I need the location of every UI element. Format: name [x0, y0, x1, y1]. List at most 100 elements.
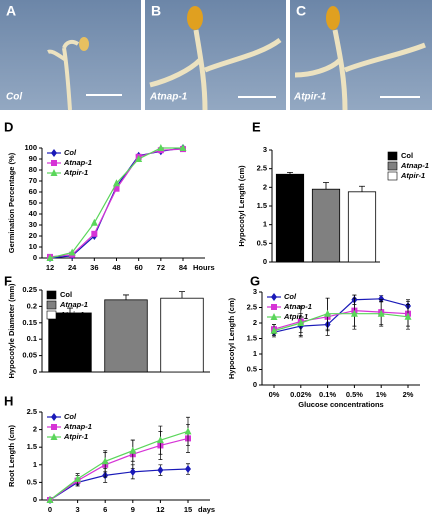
x-tick-label: 12	[156, 505, 164, 514]
y-tick-label: 2.5	[257, 164, 267, 173]
error-bar	[179, 291, 185, 299]
marker	[156, 436, 164, 444]
marker	[184, 427, 192, 435]
marker	[129, 467, 136, 476]
y-tick-label: 10	[29, 242, 37, 251]
x-tick-label: 1%	[376, 390, 387, 399]
bar	[104, 299, 148, 373]
photo-caption: Atpir-1	[293, 92, 327, 103]
legend-marker	[271, 293, 277, 301]
y-tick-label: 1	[33, 460, 37, 469]
y-axis-label: Hypocotyl Length (cm)	[237, 165, 246, 247]
legend-label: Col	[64, 412, 77, 421]
legend-label: Atpir-1	[400, 171, 425, 180]
y-tick-label: 2	[33, 425, 37, 434]
marker	[350, 309, 358, 317]
legend-marker	[50, 433, 58, 440]
marker	[135, 155, 143, 162]
legend-label: Atnap-1	[59, 300, 88, 309]
line	[49, 437, 189, 501]
marker	[324, 309, 332, 317]
x-axis-label: Glucose concentrations	[298, 400, 383, 409]
y-tick-label: 0.1	[27, 334, 37, 343]
legend-swatch	[46, 300, 57, 310]
y-tick-label: 2.5	[247, 302, 257, 311]
error-bar	[359, 185, 365, 192]
line	[273, 298, 409, 333]
legend-marker	[51, 149, 57, 157]
bar	[48, 312, 92, 373]
legend-label: Col	[401, 151, 413, 160]
y-tick-label: 50	[29, 198, 37, 207]
legend-marker	[51, 413, 57, 421]
line	[49, 468, 189, 501]
legend-marker	[50, 169, 58, 176]
x-tick-label: 0	[48, 505, 52, 514]
marker	[404, 312, 412, 320]
x-tick-label: 0%	[269, 390, 280, 399]
y-tick-label: 40	[29, 209, 37, 218]
legend-swatch	[387, 161, 398, 171]
marker	[157, 466, 164, 475]
marker	[129, 446, 137, 454]
marker	[90, 218, 98, 226]
y-tick-label: 2.5	[27, 407, 37, 416]
x-tick-label: 2%	[403, 390, 414, 399]
x-tick-label: 9	[131, 505, 135, 514]
marker	[179, 144, 187, 151]
y-axis-label: Root Length (cm)	[7, 424, 16, 487]
legend-label: Atnap-1	[400, 161, 429, 170]
bar	[160, 297, 204, 373]
x-tick-label: 48	[112, 263, 120, 272]
y-tick-label: 60	[29, 187, 37, 196]
y-tick-label: 3	[253, 287, 257, 296]
y-tick-label: 1.5	[27, 442, 37, 451]
y-tick-label: 0	[253, 380, 257, 389]
panel-label: D	[4, 119, 13, 134]
y-tick-label: 80	[29, 165, 37, 174]
legend-label: Atpir-1	[63, 432, 88, 441]
legend-label: Atnap-1	[283, 302, 312, 311]
legend-marker	[51, 160, 57, 166]
y-tick-label: 0.15	[22, 318, 37, 327]
y-tick-label: 1.5	[247, 333, 257, 342]
y-tick-label: 1	[253, 349, 257, 358]
panel-label: E	[252, 119, 261, 134]
bar	[347, 191, 377, 263]
y-tick-label: 1	[263, 220, 267, 229]
y-tick-label: 0.25	[22, 285, 37, 294]
marker	[157, 144, 165, 151]
bar	[275, 173, 305, 263]
photo-caption: Col	[6, 92, 22, 103]
photo-b	[145, 0, 286, 111]
x-unit: days	[198, 505, 215, 514]
panel-label: F	[4, 273, 12, 288]
y-tick-label: 0.5	[247, 364, 257, 373]
marker	[185, 465, 191, 474]
error-bar	[287, 172, 293, 175]
y-axis-label: Germination Percentage (%)	[7, 152, 16, 253]
y-tick-label: 2	[253, 318, 257, 327]
y-tick-label: 0.5	[257, 238, 267, 247]
photo-c	[290, 0, 432, 111]
marker	[377, 309, 385, 317]
y-tick-label: 70	[29, 176, 37, 185]
marker	[270, 326, 278, 334]
photo-label: A	[6, 3, 16, 19]
legend-marker	[271, 304, 277, 310]
x-unit: Hours	[193, 263, 215, 272]
x-tick-label: 15	[184, 505, 192, 514]
legend-label: Col	[284, 292, 297, 301]
line	[273, 313, 409, 332]
legend-marker	[51, 424, 57, 430]
legend-label: Col	[64, 148, 77, 157]
y-tick-label: 0.05	[22, 351, 37, 360]
x-tick-label: 0.5%	[346, 390, 363, 399]
panel-label: H	[4, 393, 13, 408]
bar	[311, 188, 341, 263]
marker	[101, 457, 109, 465]
x-tick-label: 24	[68, 263, 77, 272]
x-tick-label: 3	[76, 505, 80, 514]
error-bar	[323, 182, 329, 190]
x-tick-label: 0.02%	[290, 390, 312, 399]
